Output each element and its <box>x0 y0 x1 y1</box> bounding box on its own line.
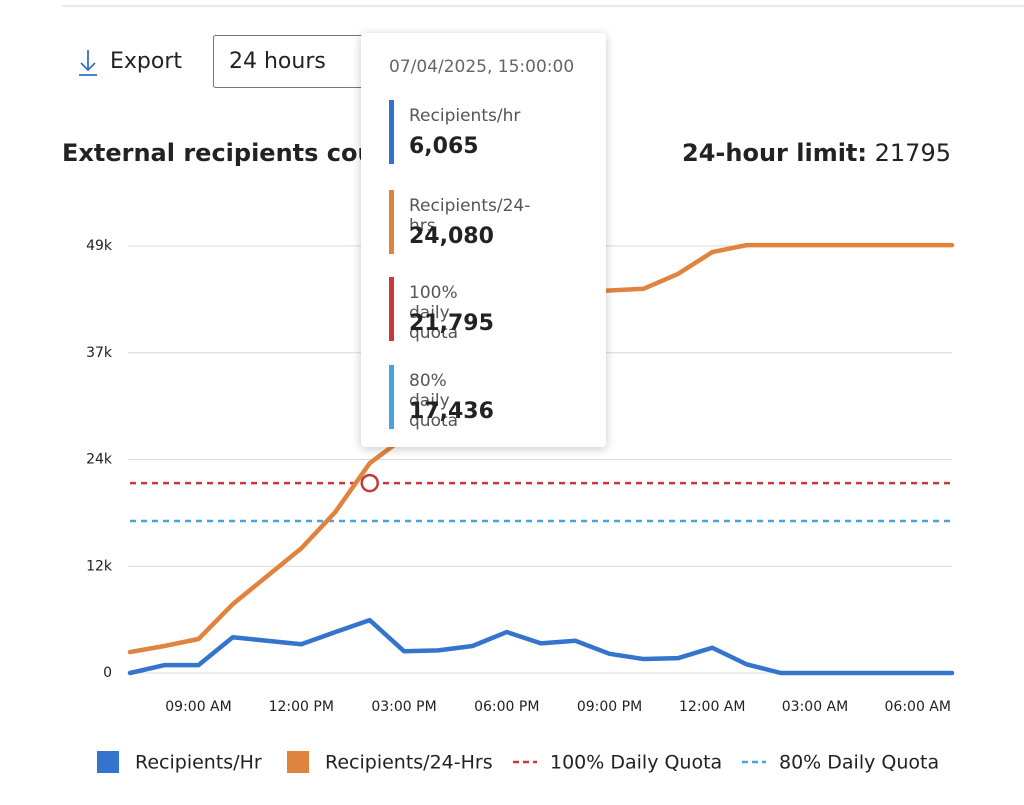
series-line <box>127 617 955 676</box>
limit: 24-hour limit: 21795 <box>682 139 951 167</box>
tooltip-name: 100% daily quota <box>409 283 459 343</box>
x-tick-label: 09:00 PM <box>577 699 642 715</box>
x-tick-label: 03:00 AM <box>782 699 848 715</box>
tooltip-swatch <box>389 277 394 341</box>
x-tick-label: 06:00 PM <box>474 699 539 715</box>
tooltip-value: 6,065 <box>409 134 479 159</box>
export-button[interactable]: Export <box>110 49 183 74</box>
tooltip-date: 07/04/2025, 15:00:00 <box>389 57 575 77</box>
legend-label: 100% Daily Quota <box>550 752 722 774</box>
tooltip-swatch <box>389 100 394 164</box>
chart-title: External recipients count <box>62 139 404 167</box>
export-icon <box>79 50 97 76</box>
y-tick-label: 37k <box>86 345 113 361</box>
x-tick-label: 12:00 AM <box>679 699 745 715</box>
legend-label: Recipients/Hr <box>135 752 262 774</box>
tooltip-value: 21,795 <box>409 311 494 336</box>
tooltip-swatch <box>389 365 394 429</box>
y-tick-label: 49k <box>86 238 113 254</box>
y-tick-label: 24k <box>86 452 113 468</box>
legend-label: 80% Daily Quota <box>779 752 939 774</box>
x-tick-label: 03:00 PM <box>371 699 436 715</box>
tooltip-value: 24,080 <box>409 224 494 249</box>
tooltip-name: Recipients/hr <box>409 106 521 126</box>
tooltip-name: 80% daily quota <box>409 371 459 431</box>
tooltip: 07/04/2025, 15:00:00 Recipients/hr 6,065 R… <box>361 33 606 447</box>
y-tick-label: 0 <box>103 665 112 681</box>
limit-label: 24-hour limit: <box>682 139 867 167</box>
tooltip-value: 17,436 <box>409 399 494 424</box>
tooltip-name: Recipients/24-hrs <box>409 196 531 236</box>
x-tick-label: 09:00 AM <box>165 699 231 715</box>
range-value[interactable]: 24 hours <box>229 49 326 74</box>
legend-swatch <box>97 751 119 773</box>
limit-value: 21795 <box>874 139 951 167</box>
x-tick-label: 06:00 AM <box>885 699 951 715</box>
x-tick-label: 12:00 PM <box>269 699 334 715</box>
legend-swatch <box>287 751 309 773</box>
y-tick-label: 12k <box>86 558 113 574</box>
tooltip-swatch <box>389 190 394 254</box>
hover-marker <box>360 473 379 493</box>
legend-label: Recipients/24-Hrs <box>325 752 493 774</box>
